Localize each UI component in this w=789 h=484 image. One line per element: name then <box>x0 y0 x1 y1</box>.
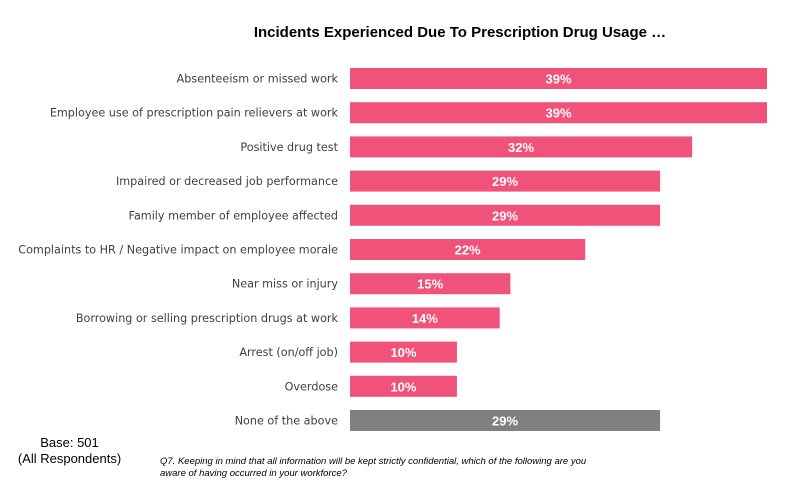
bar <box>350 68 767 89</box>
category-label: None of the above <box>235 415 338 428</box>
category-label: Impaired or decreased job performance <box>116 175 338 188</box>
bar <box>350 341 457 363</box>
value-label: 15% <box>417 277 443 292</box>
value-label: 32% <box>508 140 534 155</box>
value-label: 22% <box>455 243 481 258</box>
bar <box>350 170 661 192</box>
bar <box>350 375 457 397</box>
bar <box>350 273 511 295</box>
bar <box>350 204 661 226</box>
bar <box>350 136 693 158</box>
footnote-line-1: Q7. Keeping in mind that all information… <box>160 456 587 467</box>
value-label: 29% <box>492 414 518 429</box>
category-label: Family member of employee affected <box>129 209 338 222</box>
bar <box>350 307 500 329</box>
chart-title: Incidents Experienced Due To Prescriptio… <box>253 24 667 41</box>
base-respondents: (All Respondents) <box>17 451 122 466</box>
bar <box>350 410 661 431</box>
value-label: 39% <box>545 106 571 121</box>
value-label: 10% <box>390 379 416 394</box>
value-label: 10% <box>390 345 416 360</box>
category-label: Employee use of prescription pain reliev… <box>50 107 339 120</box>
category-label: Absenteeism or missed work <box>177 73 339 86</box>
value-label: 14% <box>412 311 438 326</box>
category-label: Complaints to HR / Negative impact on em… <box>18 244 338 257</box>
category-label: Borrowing or selling prescription drugs … <box>76 312 339 325</box>
category-label: Positive drug test <box>240 141 338 154</box>
category-label: Arrest (on/off job) <box>239 346 338 359</box>
footnote-line-2: aware of having occurred in your workfor… <box>160 468 347 479</box>
value-label: 29% <box>492 174 518 189</box>
question-footnote: Q7. Keeping in mind that all information… <box>160 456 680 480</box>
base-count: Base: 501 <box>40 435 99 450</box>
value-label: 29% <box>492 208 518 223</box>
bar <box>350 239 586 260</box>
category-label: Near miss or injury <box>232 278 338 291</box>
bar <box>350 102 767 124</box>
base-note: Base: 501 (All Respondents) <box>12 435 127 467</box>
category-label: Overdose <box>285 380 338 393</box>
value-label: 39% <box>545 72 571 87</box>
